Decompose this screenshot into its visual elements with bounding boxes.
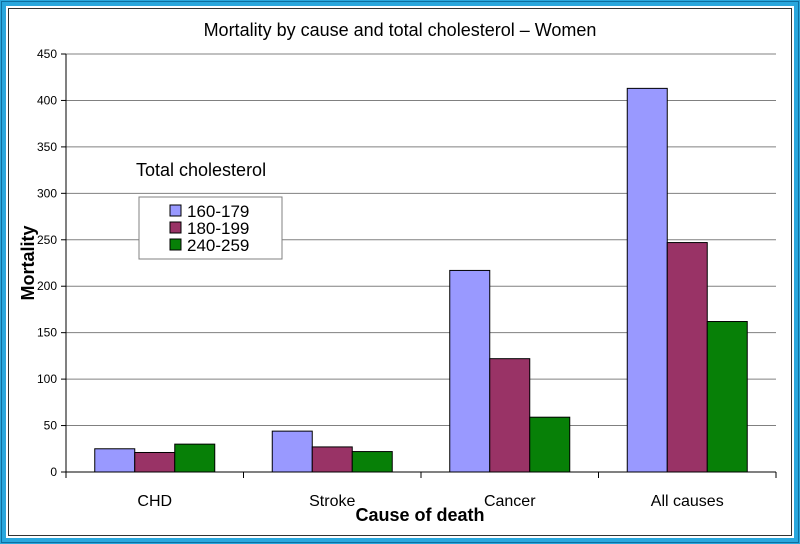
y-tick-label: 150 <box>37 326 57 340</box>
bar-240-259-CHD <box>174 443 216 473</box>
legend-label-240-259: 240-259 <box>187 236 249 255</box>
bar-180-199-All causes <box>666 242 708 473</box>
y-tick-label: 100 <box>37 372 57 386</box>
bar-240-259-All causes <box>706 321 748 473</box>
y-axis-label: Mortality <box>18 225 38 300</box>
x-axis-label: Cause of death <box>355 505 484 525</box>
y-tick-label: 300 <box>37 186 57 200</box>
bar-160-179-Cancer <box>449 269 491 473</box>
bar-180-199-Stroke <box>311 446 353 473</box>
x-tick-label: Stroke <box>309 493 355 510</box>
x-tick-label: Cancer <box>484 493 536 510</box>
bar-240-259-Stroke <box>351 451 393 473</box>
y-tick-label: 50 <box>44 419 58 433</box>
bar-160-179-Stroke <box>271 430 313 473</box>
legend-label-180-199: 180-199 <box>187 219 249 238</box>
y-tick-label: 400 <box>37 93 57 107</box>
legend-title: Total cholesterol <box>136 160 266 180</box>
chart-title: Mortality by cause and total cholesterol… <box>204 20 597 40</box>
legend-swatch-160-179 <box>169 204 182 217</box>
bars <box>94 87 748 473</box>
y-tick-label: 350 <box>37 140 57 154</box>
x-tick-label: CHD <box>137 493 172 510</box>
y-tick-label: 450 <box>37 47 57 61</box>
legend-label-160-179: 160-179 <box>187 202 249 221</box>
bar-240-259-Cancer <box>529 416 571 473</box>
bar-160-179-All causes <box>626 87 668 473</box>
legend-swatch-240-259 <box>169 238 182 251</box>
x-tick-label: All causes <box>651 493 724 510</box>
y-tick-label: 250 <box>37 233 57 247</box>
axes: 0 50 100 150 200 250 300 350 400 450 CHD Stroke Canc… <box>37 47 777 510</box>
bar-160-179-CHD <box>94 448 136 473</box>
chart-border <box>8 8 792 536</box>
y-tick-label: 0 <box>50 465 57 479</box>
bar-180-199-Cancer <box>489 358 531 473</box>
bar-180-199-CHD <box>134 451 176 473</box>
legend-box <box>138 196 283 260</box>
y-tick-label: 200 <box>37 279 57 293</box>
legend-swatch-180-199 <box>169 221 182 234</box>
